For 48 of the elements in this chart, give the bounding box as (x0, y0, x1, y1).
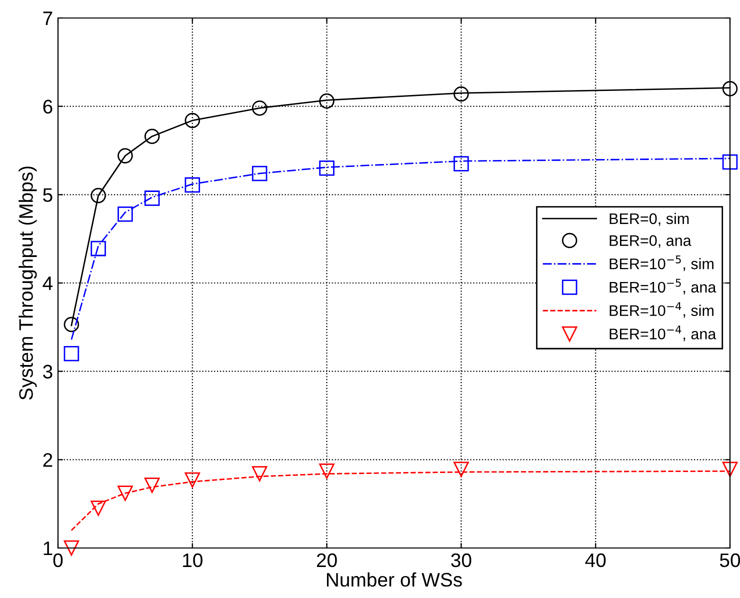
point (144, 478, 160, 493)
point (722, 154, 738, 170)
x-tick-label: 40 (585, 553, 606, 568)
point (64, 316, 80, 332)
point (90, 500, 106, 516)
point (252, 466, 268, 482)
x-axis-title: Number of WSs (326, 572, 462, 587)
point (252, 166, 268, 182)
point (144, 128, 160, 144)
legend-label: BER=10$^{−4}$, ana (610, 326, 716, 342)
point (144, 190, 160, 206)
y-tick-label: 6 (43, 100, 52, 114)
point (454, 86, 469, 102)
point (184, 472, 200, 488)
x-tick-label: 0 (53, 553, 63, 568)
point (252, 100, 268, 116)
point (64, 346, 80, 362)
legend-label: BER=10$^{−5}$, ana (610, 278, 716, 294)
y-tick-label: 2 (43, 453, 52, 467)
point (118, 148, 133, 164)
y-tick-label: 7 (43, 12, 52, 26)
y-tick-label: 4 (42, 276, 53, 290)
point (319, 160, 334, 176)
y-axis-title: System Throughput (Mbps) (18, 166, 37, 400)
point (319, 93, 334, 109)
point (184, 177, 200, 193)
point (722, 462, 738, 478)
x-tick-label: 30 (451, 553, 472, 568)
point (118, 206, 133, 222)
x-tick-label: 20 (316, 553, 337, 568)
y-tick-label: 1 (44, 542, 52, 556)
point (184, 112, 200, 128)
y-tick-label: 3 (43, 364, 52, 379)
point (454, 462, 469, 478)
point (454, 156, 469, 172)
legend-label: BER=0, ana (610, 235, 692, 248)
x-tick-label: 10 (183, 553, 202, 568)
point (90, 240, 106, 256)
legend-label: BER=10$^{−4}$, sim (610, 302, 714, 318)
x-tick-label: 50 (720, 553, 740, 568)
point (118, 486, 133, 501)
legend-label: BER=0, sim (610, 212, 689, 226)
point (722, 81, 738, 96)
point (64, 540, 80, 556)
legend-label: BER=10$^{−5}$, sim (610, 255, 714, 272)
point (319, 464, 334, 479)
y-tick-label: 5 (43, 188, 52, 202)
point (90, 188, 106, 204)
